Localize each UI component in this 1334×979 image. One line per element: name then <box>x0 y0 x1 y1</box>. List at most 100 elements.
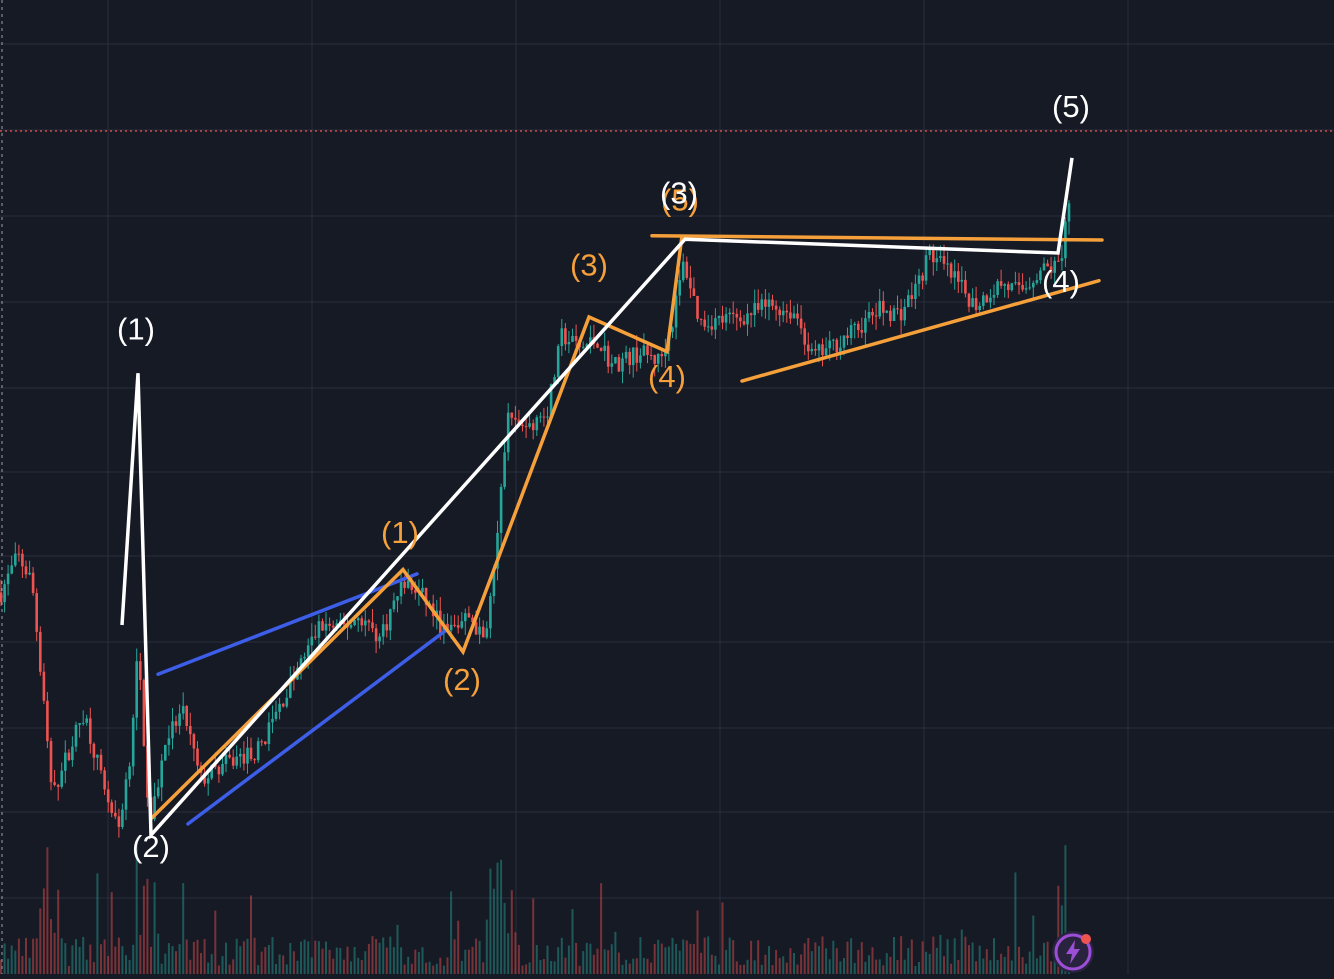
sub-wave-path <box>149 235 684 820</box>
candle-body <box>731 312 735 314</box>
volume-bar <box>793 953 795 974</box>
volume-bar <box>525 964 528 974</box>
candle-body <box>810 349 814 352</box>
volume-bar <box>375 939 378 974</box>
primary-wave-path <box>120 157 1074 840</box>
volume-bar <box>625 959 628 974</box>
volume-bar <box>371 936 374 974</box>
volume-bar <box>1046 941 1049 974</box>
candle-body <box>685 261 689 278</box>
candle-body <box>42 671 46 701</box>
volume-bars <box>0 840 1070 974</box>
volume-bar <box>46 847 49 974</box>
candle-body <box>989 297 992 303</box>
volume-bar <box>42 888 45 974</box>
candle-body <box>814 349 817 351</box>
volume-bar <box>142 885 145 974</box>
volume-bar <box>185 939 188 974</box>
candle-body <box>89 718 92 744</box>
volume-bar <box>321 948 324 974</box>
primary-wave-labels: (1) (2) (3) (4) (5) <box>117 89 1090 864</box>
candle-body <box>3 584 6 603</box>
candle-body <box>14 553 17 566</box>
candle-body <box>910 295 914 299</box>
volume-bar <box>282 955 285 974</box>
volume-bar <box>660 943 663 974</box>
volume-bar <box>528 962 531 974</box>
candle-body <box>117 816 121 827</box>
candle-body <box>106 789 110 803</box>
volume-bar <box>414 949 417 974</box>
volume-bar <box>389 936 392 974</box>
candle-body <box>807 344 810 352</box>
candle-body <box>267 722 271 744</box>
candle-body <box>385 624 389 631</box>
candle-body <box>203 772 206 784</box>
candle-body <box>606 345 610 367</box>
candle-body <box>924 255 928 281</box>
volume-bar <box>235 938 238 974</box>
volume-bar <box>575 942 578 974</box>
volume-bar <box>778 958 781 974</box>
volume-bar <box>39 908 42 974</box>
volume-bar <box>346 946 349 974</box>
volume-bar <box>467 949 470 974</box>
volume-bar <box>485 919 488 974</box>
volume-bar <box>521 965 524 974</box>
primary-wave-label: (3) <box>660 176 698 211</box>
lightning-button[interactable] <box>1052 931 1094 973</box>
candle-body <box>78 723 81 725</box>
volume-bar <box>239 946 242 974</box>
volume-bar <box>650 962 653 974</box>
candle-body <box>928 248 931 256</box>
volume-bar <box>1014 872 1017 974</box>
volume-bar <box>957 959 960 974</box>
volume-bar <box>153 882 156 974</box>
volume-bar <box>178 944 181 974</box>
candle-body <box>985 295 989 303</box>
candle-body <box>35 593 38 632</box>
candle-body <box>967 293 971 307</box>
volume-bar <box>800 954 803 974</box>
volume-bar <box>732 940 735 974</box>
candle-body <box>453 624 456 626</box>
candle-body <box>871 312 874 316</box>
volume-bar <box>350 961 352 974</box>
volume-bar <box>442 965 445 974</box>
volume-bar <box>882 965 885 974</box>
candle-body <box>374 628 378 642</box>
volume-bar <box>175 951 177 974</box>
volume-bar <box>782 956 785 974</box>
volume-bar <box>303 939 306 974</box>
volume-bar <box>925 951 928 974</box>
volume-bar <box>993 938 995 974</box>
volume-bar <box>332 958 335 974</box>
channel-line[interactable] <box>186 629 447 826</box>
volume-bar <box>407 956 410 974</box>
candle-body <box>506 412 510 453</box>
volume-bar <box>446 957 449 974</box>
candle-body <box>60 770 63 787</box>
volume-bar <box>632 958 635 974</box>
candle-body <box>253 759 256 761</box>
candle-body <box>239 753 242 757</box>
candle-body <box>764 299 767 307</box>
candle-body <box>885 310 889 313</box>
sub-wave-label: (1) <box>381 515 419 550</box>
volume-bar <box>28 957 31 974</box>
candle-body <box>67 752 71 761</box>
candle-body <box>974 298 978 310</box>
triangle-line[interactable] <box>650 233 1104 242</box>
volume-bar <box>225 942 227 974</box>
volume-bar <box>721 902 724 974</box>
candle-body <box>710 326 714 330</box>
volume-bar <box>746 959 749 974</box>
volume-bar <box>975 961 978 974</box>
volume-bar <box>903 959 906 974</box>
candle-body <box>706 326 710 328</box>
channel-line[interactable] <box>156 572 419 677</box>
volume-bar <box>700 952 703 974</box>
candle-body <box>653 355 656 364</box>
triangle-line[interactable] <box>740 278 1101 383</box>
